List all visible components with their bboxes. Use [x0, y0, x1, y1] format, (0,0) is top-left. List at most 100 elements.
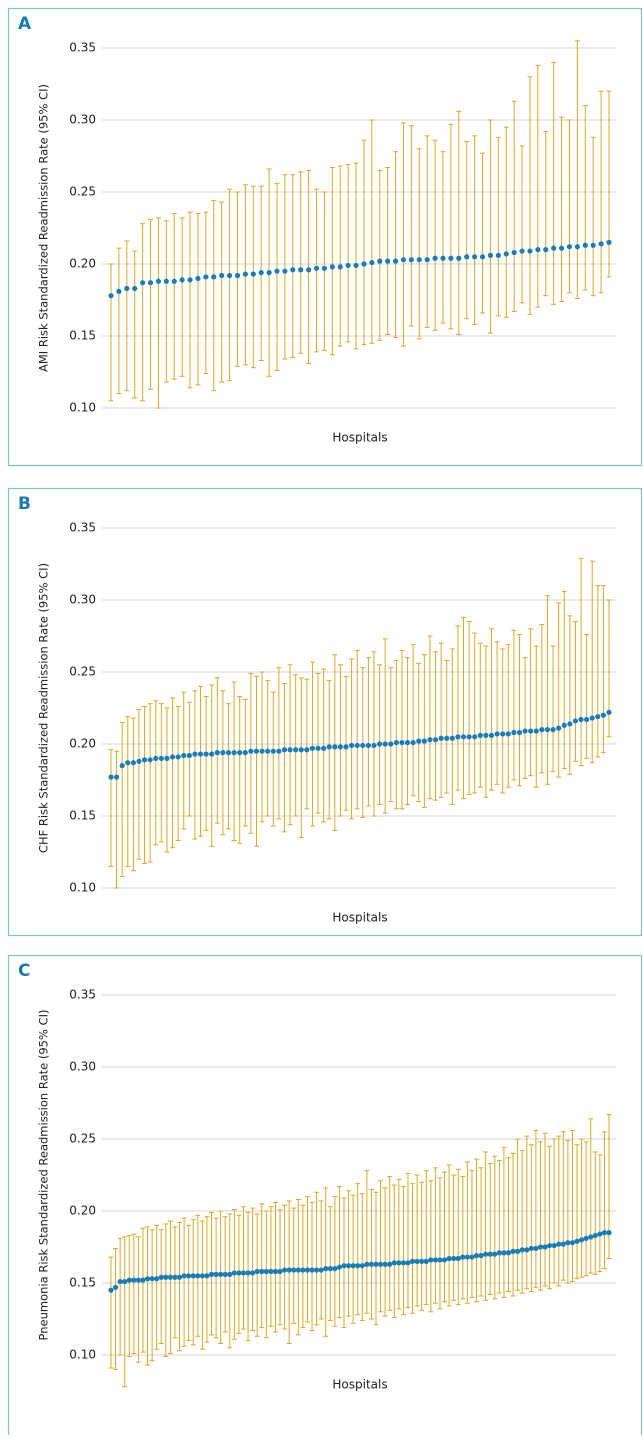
point: [268, 1268, 274, 1275]
point: [313, 265, 320, 271]
series: [108, 1114, 612, 1388]
point: [578, 1237, 585, 1243]
point: [119, 763, 125, 769]
series: [108, 557, 612, 889]
point: [556, 725, 562, 731]
point: [140, 1277, 146, 1283]
point: [583, 1235, 589, 1241]
point: [341, 1263, 347, 1269]
point: [437, 1257, 443, 1263]
point: [197, 751, 204, 757]
point: [245, 1270, 251, 1276]
point: [566, 244, 573, 250]
point: [309, 1267, 315, 1273]
point: [286, 1267, 292, 1273]
point: [163, 278, 169, 284]
point: [472, 734, 478, 740]
point: [361, 261, 367, 267]
point: [226, 272, 233, 279]
point: [270, 748, 276, 754]
point: [179, 277, 185, 283]
y-tick-label: 0.15: [69, 329, 96, 343]
point: [248, 748, 254, 754]
point: [595, 714, 601, 720]
panel-frame: [7, 7, 643, 467]
point: [392, 258, 399, 264]
point: [209, 751, 215, 757]
point: [332, 1266, 338, 1272]
point: [373, 1261, 379, 1267]
point: [336, 1264, 343, 1270]
point: [282, 1267, 288, 1273]
point: [505, 1250, 512, 1256]
point: [108, 774, 114, 780]
point: [487, 252, 494, 258]
point: [135, 1277, 142, 1283]
point: [393, 739, 399, 746]
point: [321, 265, 328, 271]
point: [211, 274, 217, 280]
point: [350, 1263, 356, 1269]
point: [337, 264, 343, 270]
point: [574, 244, 580, 250]
point: [136, 758, 142, 764]
point: [496, 1250, 502, 1256]
point: [460, 734, 467, 740]
point: [175, 754, 181, 760]
point: [364, 1261, 370, 1267]
y-tick-label: 0.30: [69, 113, 96, 127]
point: [388, 741, 394, 747]
point: [473, 1253, 480, 1259]
point: [416, 738, 422, 744]
point: [565, 1240, 571, 1246]
point: [483, 1251, 489, 1257]
point: [369, 259, 375, 266]
point: [259, 748, 265, 754]
point: [204, 1273, 210, 1279]
point: [112, 1284, 119, 1290]
point: [126, 1277, 132, 1283]
point: [124, 285, 130, 292]
point: [368, 1261, 375, 1267]
point: [365, 742, 371, 749]
point: [163, 1274, 169, 1280]
point: [455, 734, 461, 740]
point: [295, 1267, 301, 1273]
point: [203, 274, 209, 280]
point: [519, 248, 525, 254]
point: [466, 734, 472, 740]
point: [391, 1260, 397, 1266]
point: [376, 741, 383, 747]
point: [537, 1244, 544, 1250]
point: [181, 752, 187, 759]
series: [108, 40, 612, 409]
point: [144, 1276, 151, 1282]
point: [154, 1276, 160, 1282]
point: [448, 255, 454, 261]
point: [315, 745, 321, 751]
point: [515, 1248, 521, 1254]
panel-label: A: [18, 14, 32, 34]
point: [414, 1258, 420, 1264]
point: [528, 1245, 534, 1252]
x-axis-label: Hospitals: [332, 911, 387, 925]
point: [108, 293, 114, 299]
point: [428, 1257, 434, 1263]
point: [404, 739, 411, 746]
point: [408, 257, 414, 263]
point: [122, 1278, 128, 1285]
y-tick-label: 0.25: [69, 1132, 96, 1146]
point: [560, 1241, 566, 1247]
point: [409, 1258, 416, 1264]
point: [354, 742, 360, 749]
point: [237, 750, 243, 756]
y-tick-label: 0.10: [69, 401, 96, 415]
point: [147, 280, 154, 286]
point: [313, 1267, 320, 1273]
point: [125, 760, 131, 766]
point: [527, 248, 533, 254]
point: [149, 1276, 155, 1282]
point: [332, 744, 338, 750]
y-tick-label: 0.35: [69, 521, 96, 535]
y-tick-label: 0.30: [69, 593, 96, 607]
